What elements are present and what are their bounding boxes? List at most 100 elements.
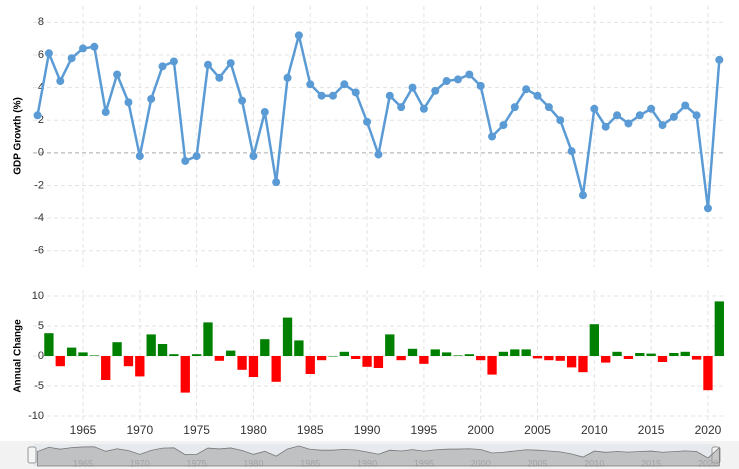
y-tick-label: 2 [38,114,44,126]
bar [441,352,452,356]
bar [623,356,634,359]
bar [589,324,599,356]
y-tick-label: 5 [38,320,44,332]
point [181,156,190,165]
point [567,147,576,156]
bar [260,339,270,356]
bar [89,355,100,356]
point [669,112,678,121]
navigator-handle[interactable] [27,446,37,464]
point [601,122,610,131]
navigator-area [37,445,720,467]
y-axis-title: GDP Growth (%) [13,97,24,175]
x-tick-label: 1980 [240,423,267,437]
bar [55,356,65,367]
bar [612,351,622,356]
bar [407,348,418,356]
point [328,91,337,100]
point [658,121,667,130]
bar [680,351,690,356]
bar [669,353,679,356]
x-tick-label: 2020 [695,423,722,437]
bar [703,356,713,391]
point [78,44,87,53]
y-tick-label: 4 [38,81,44,93]
bar [237,356,247,370]
bar [396,356,406,361]
bar [44,333,54,356]
point [692,111,701,120]
bar [351,356,361,359]
point [56,77,65,86]
y-tick-label: 10 [32,290,44,302]
bar [373,356,384,368]
point [453,75,462,84]
bar [646,353,656,356]
y-tick-label: 0 [38,350,44,362]
y-tick-label: 0 [38,147,44,159]
y-tick-label: -10 [28,410,44,422]
point [408,83,417,92]
point [499,121,508,130]
bar [191,354,202,356]
point [203,60,212,69]
point [67,54,76,63]
point [635,111,644,120]
point [385,91,394,100]
bar [101,356,111,380]
point [192,152,201,161]
bar [112,342,122,356]
point [226,59,235,68]
point [283,73,292,82]
point [113,70,122,79]
x-tick-label: 1975 [183,423,210,437]
point [544,103,553,112]
bar [316,356,327,361]
bar [305,356,315,374]
point [488,132,497,141]
point [272,178,281,187]
bar [476,356,486,361]
bar [135,356,145,377]
bar [282,317,293,356]
bar [146,334,156,356]
point [590,104,599,113]
x-tick-label: 1990 [354,423,381,437]
point [294,31,303,40]
bar [510,349,520,356]
bar [362,356,372,367]
bar [419,356,429,364]
point [249,152,258,161]
point [442,77,451,86]
x-tick-label: 1965 [70,423,97,437]
point [44,49,53,58]
bar [578,356,588,373]
bar [714,301,724,356]
point [238,96,247,105]
y-tick-label: -4 [34,212,44,224]
point [90,42,99,51]
bar [635,353,645,356]
bar [498,351,509,356]
point [340,80,349,89]
point [613,111,622,120]
point [306,80,315,89]
bar [78,352,88,356]
x-tick-label: 1995 [411,423,438,437]
bar [294,340,304,356]
point [522,85,531,94]
y-tick-label: 8 [38,16,44,28]
y-tick-label: -2 [34,179,44,191]
bar [203,322,213,356]
point [476,81,485,90]
bar [180,356,190,393]
point [624,119,633,128]
bar [328,356,338,357]
point [124,98,133,107]
y-tick-label: 6 [38,49,44,61]
point [158,62,167,71]
bar [430,349,440,356]
bar [544,356,554,361]
bar [66,347,77,356]
